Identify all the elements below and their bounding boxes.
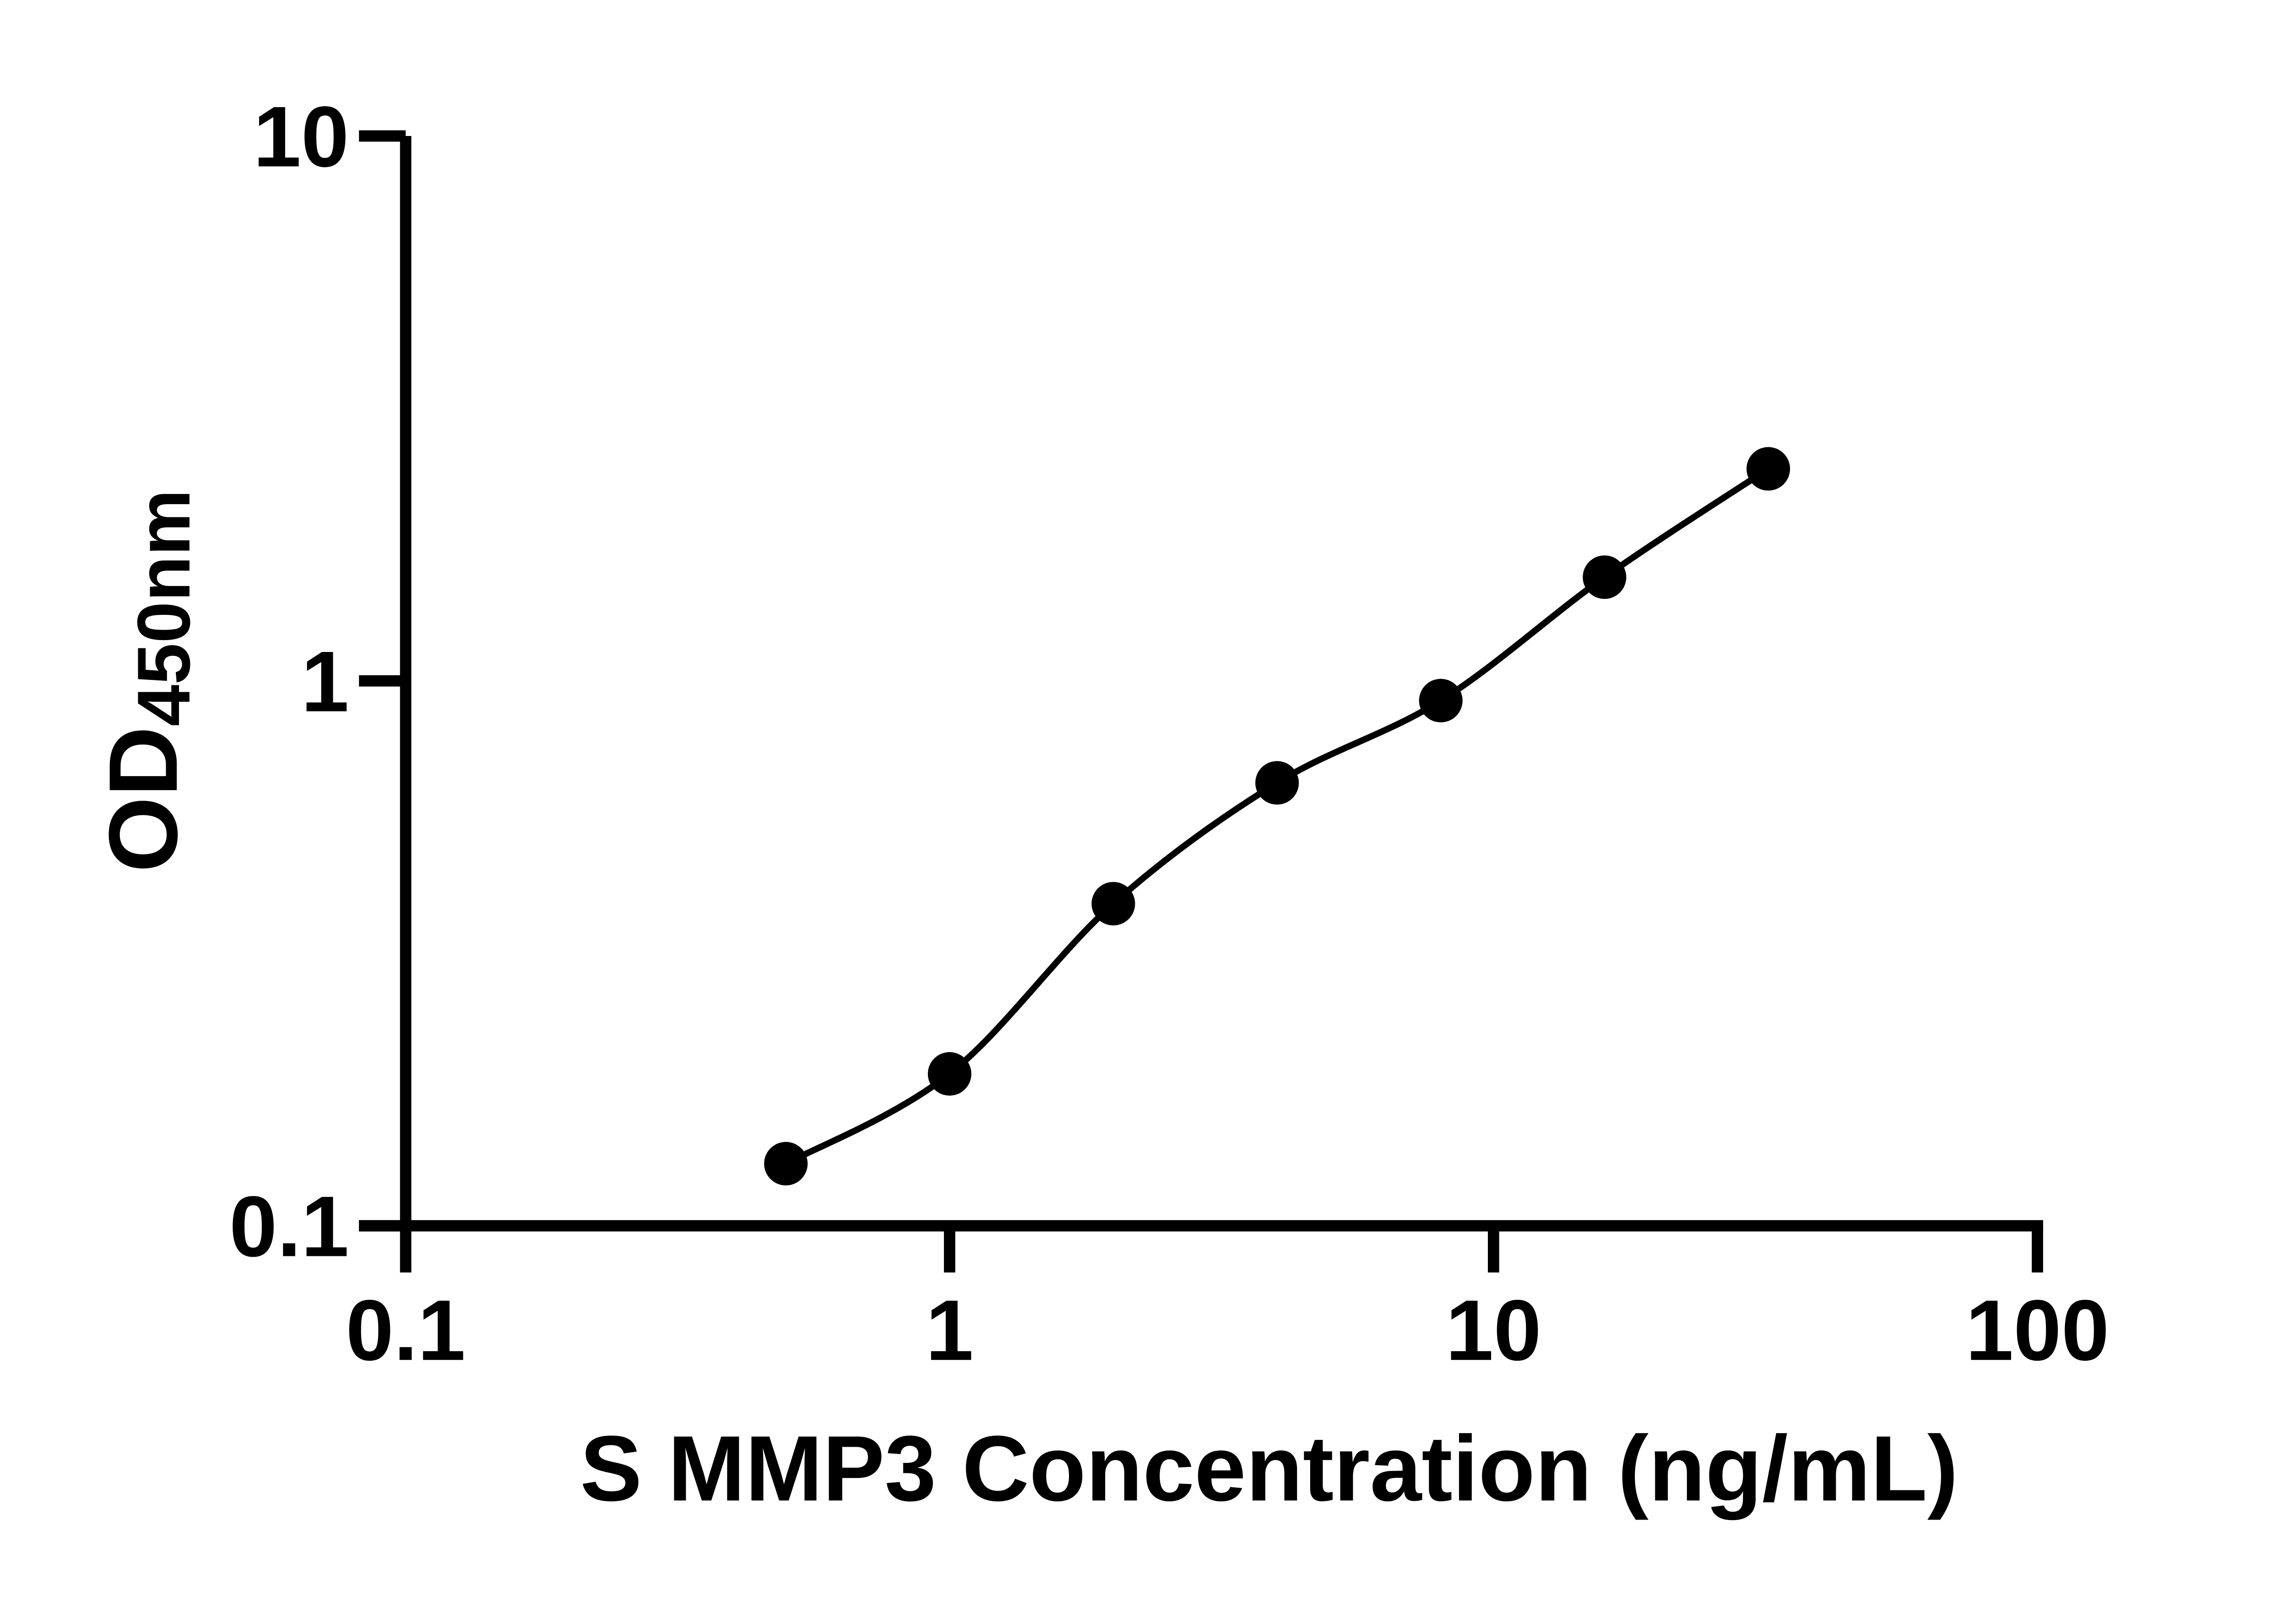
data-point	[1583, 555, 1627, 599]
axis-ticks	[359, 130, 2043, 1273]
y-axis-tick-label: 0.1	[229, 1179, 349, 1275]
y-axis-title: OD450nm	[89, 489, 206, 873]
data-point	[1255, 761, 1299, 805]
data-point	[928, 1052, 971, 1096]
data-points	[764, 447, 1790, 1186]
x-axis-tick-label: 10	[1446, 1282, 1541, 1378]
x-axis-tick-label: 1	[926, 1282, 974, 1378]
x-axis-title: S MMP3 Concentration (ng/mL)	[580, 1417, 1958, 1521]
axes	[359, 136, 2043, 1232]
data-point	[1747, 447, 1790, 491]
data-point	[1091, 882, 1135, 926]
y-axis-tick-label: 10	[253, 88, 349, 185]
y-axis-title-subscript: 450nm	[122, 489, 206, 727]
data-point	[764, 1142, 808, 1186]
x-axis-tick-label: 100	[1966, 1282, 2110, 1378]
x-axis-tick-label: 0.1	[346, 1282, 466, 1378]
y-axis-tick-label: 1	[301, 633, 349, 729]
axis-tick-labels: 0.1 1 10 0.1 1 10 100	[229, 88, 2110, 1378]
y-axis-title-base: OD	[89, 726, 198, 872]
data-point	[1419, 679, 1463, 722]
